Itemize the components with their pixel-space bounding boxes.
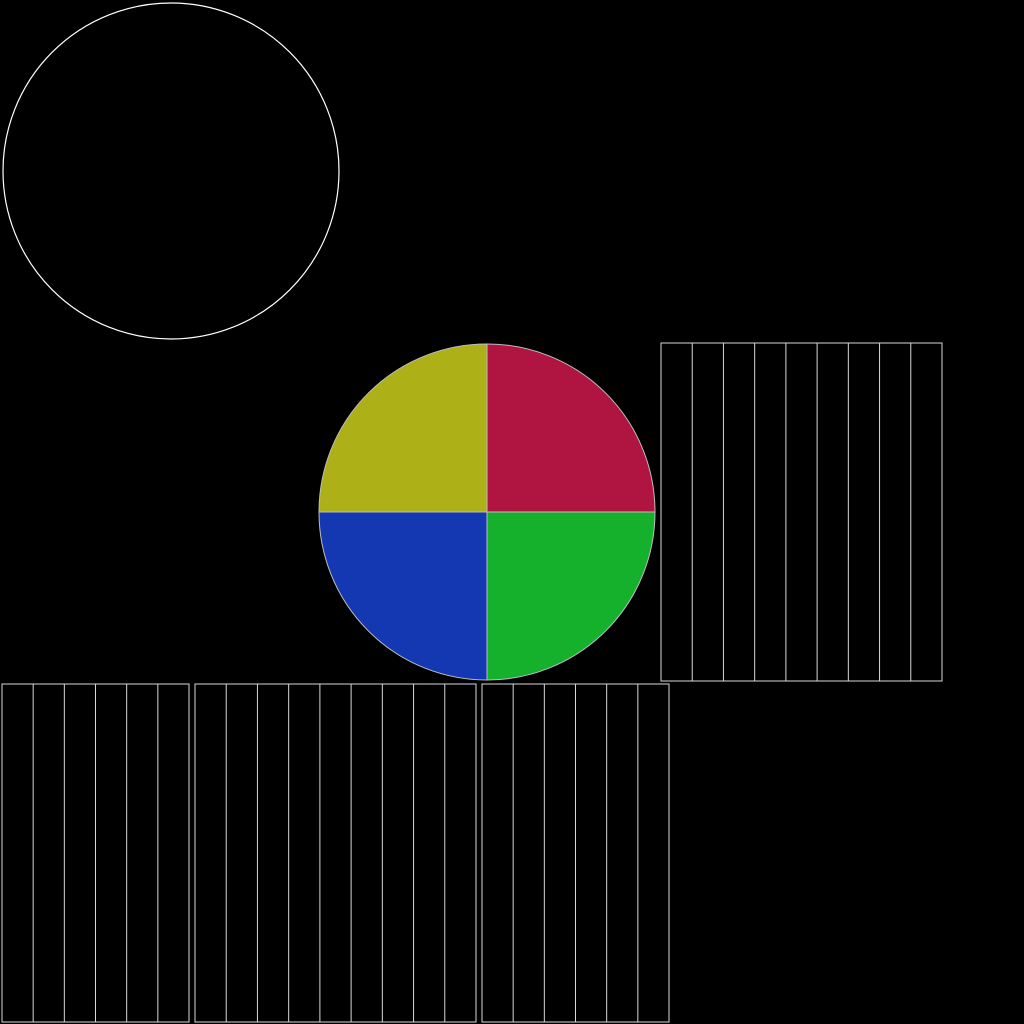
panel-border — [194, 683, 477, 1023]
quadrant-bottom-right — [486, 511, 656, 681]
strip-panel-bottom-left — [1, 683, 190, 1023]
quadrant-top-right — [486, 343, 656, 513]
outline-circle — [2, 2, 340, 340]
quadrant-disc — [318, 343, 656, 681]
quadrant-bottom-left — [318, 511, 488, 681]
strip-panel-right — [660, 342, 943, 682]
quadrant-top-left — [318, 343, 488, 513]
panel-border — [660, 342, 943, 682]
strip-panel-bottom-middle — [194, 683, 477, 1023]
strip-panel-bottom-right — [481, 683, 670, 1023]
